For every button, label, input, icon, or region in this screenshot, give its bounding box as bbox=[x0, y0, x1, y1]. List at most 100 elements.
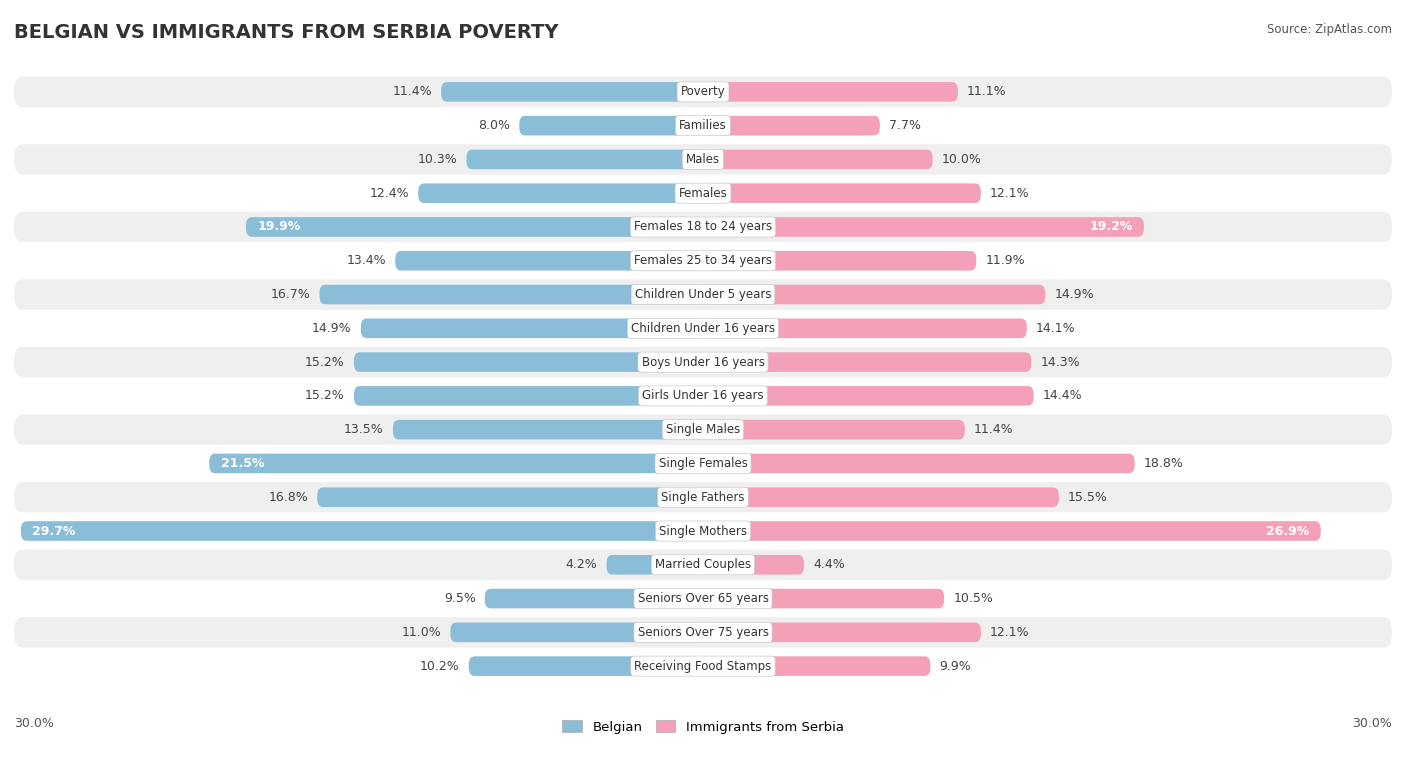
Text: 10.2%: 10.2% bbox=[420, 659, 460, 672]
FancyBboxPatch shape bbox=[703, 149, 932, 169]
Text: Children Under 16 years: Children Under 16 years bbox=[631, 322, 775, 335]
Text: 11.1%: 11.1% bbox=[967, 86, 1007, 99]
FancyBboxPatch shape bbox=[703, 251, 976, 271]
Text: 14.3%: 14.3% bbox=[1040, 356, 1080, 368]
FancyBboxPatch shape bbox=[14, 347, 1392, 377]
FancyBboxPatch shape bbox=[703, 420, 965, 440]
FancyBboxPatch shape bbox=[703, 285, 1045, 305]
FancyBboxPatch shape bbox=[361, 318, 703, 338]
FancyBboxPatch shape bbox=[519, 116, 703, 136]
FancyBboxPatch shape bbox=[485, 589, 703, 609]
Text: Seniors Over 75 years: Seniors Over 75 years bbox=[637, 626, 769, 639]
FancyBboxPatch shape bbox=[14, 584, 1392, 614]
FancyBboxPatch shape bbox=[392, 420, 703, 440]
FancyBboxPatch shape bbox=[14, 211, 1392, 243]
FancyBboxPatch shape bbox=[395, 251, 703, 271]
Text: 11.4%: 11.4% bbox=[974, 423, 1014, 436]
FancyBboxPatch shape bbox=[703, 487, 1059, 507]
Text: 18.8%: 18.8% bbox=[1144, 457, 1184, 470]
FancyBboxPatch shape bbox=[14, 280, 1392, 310]
Text: 10.0%: 10.0% bbox=[942, 153, 981, 166]
Text: 30.0%: 30.0% bbox=[1353, 717, 1392, 731]
FancyBboxPatch shape bbox=[318, 487, 703, 507]
Text: BELGIAN VS IMMIGRANTS FROM SERBIA POVERTY: BELGIAN VS IMMIGRANTS FROM SERBIA POVERT… bbox=[14, 23, 558, 42]
Text: 12.1%: 12.1% bbox=[990, 626, 1029, 639]
Text: 14.9%: 14.9% bbox=[1054, 288, 1094, 301]
Text: Children Under 5 years: Children Under 5 years bbox=[634, 288, 772, 301]
Text: Females 18 to 24 years: Females 18 to 24 years bbox=[634, 221, 772, 233]
FancyBboxPatch shape bbox=[14, 77, 1392, 107]
Text: 15.2%: 15.2% bbox=[305, 390, 344, 402]
FancyBboxPatch shape bbox=[14, 651, 1392, 681]
Text: Boys Under 16 years: Boys Under 16 years bbox=[641, 356, 765, 368]
Text: 9.9%: 9.9% bbox=[939, 659, 972, 672]
FancyBboxPatch shape bbox=[14, 246, 1392, 276]
FancyBboxPatch shape bbox=[14, 617, 1392, 647]
FancyBboxPatch shape bbox=[14, 381, 1392, 411]
FancyBboxPatch shape bbox=[703, 622, 981, 642]
Text: 13.4%: 13.4% bbox=[346, 254, 387, 268]
Text: 19.9%: 19.9% bbox=[257, 221, 301, 233]
FancyBboxPatch shape bbox=[703, 589, 945, 609]
FancyBboxPatch shape bbox=[209, 453, 703, 473]
Text: Girls Under 16 years: Girls Under 16 years bbox=[643, 390, 763, 402]
Text: Source: ZipAtlas.com: Source: ZipAtlas.com bbox=[1267, 23, 1392, 36]
Text: 11.0%: 11.0% bbox=[402, 626, 441, 639]
FancyBboxPatch shape bbox=[703, 453, 1135, 473]
FancyBboxPatch shape bbox=[703, 656, 931, 676]
FancyBboxPatch shape bbox=[14, 111, 1392, 141]
FancyBboxPatch shape bbox=[14, 313, 1392, 343]
Text: 19.2%: 19.2% bbox=[1090, 221, 1132, 233]
Text: 14.4%: 14.4% bbox=[1043, 390, 1083, 402]
Text: 13.5%: 13.5% bbox=[344, 423, 384, 436]
FancyBboxPatch shape bbox=[703, 555, 804, 575]
Text: Single Mothers: Single Mothers bbox=[659, 525, 747, 537]
Text: 30.0%: 30.0% bbox=[14, 717, 53, 731]
FancyBboxPatch shape bbox=[418, 183, 703, 203]
Text: Receiving Food Stamps: Receiving Food Stamps bbox=[634, 659, 772, 672]
Text: 7.7%: 7.7% bbox=[889, 119, 921, 132]
Text: Families: Families bbox=[679, 119, 727, 132]
FancyBboxPatch shape bbox=[450, 622, 703, 642]
FancyBboxPatch shape bbox=[354, 386, 703, 406]
FancyBboxPatch shape bbox=[703, 218, 1144, 236]
Text: Females: Females bbox=[679, 186, 727, 199]
FancyBboxPatch shape bbox=[467, 149, 703, 169]
Text: 29.7%: 29.7% bbox=[32, 525, 76, 537]
Text: 10.5%: 10.5% bbox=[953, 592, 993, 605]
FancyBboxPatch shape bbox=[14, 448, 1392, 478]
FancyBboxPatch shape bbox=[14, 482, 1392, 512]
FancyBboxPatch shape bbox=[319, 285, 703, 305]
Text: 21.5%: 21.5% bbox=[221, 457, 264, 470]
Text: 10.3%: 10.3% bbox=[418, 153, 457, 166]
FancyBboxPatch shape bbox=[606, 555, 703, 575]
Text: 8.0%: 8.0% bbox=[478, 119, 510, 132]
Text: Males: Males bbox=[686, 153, 720, 166]
Text: 26.9%: 26.9% bbox=[1265, 525, 1309, 537]
FancyBboxPatch shape bbox=[468, 656, 703, 676]
FancyBboxPatch shape bbox=[354, 352, 703, 372]
Text: Poverty: Poverty bbox=[681, 86, 725, 99]
FancyBboxPatch shape bbox=[703, 116, 880, 136]
Text: Single Females: Single Females bbox=[658, 457, 748, 470]
Text: 16.8%: 16.8% bbox=[269, 490, 308, 504]
FancyBboxPatch shape bbox=[14, 515, 1392, 547]
FancyBboxPatch shape bbox=[14, 415, 1392, 445]
FancyBboxPatch shape bbox=[246, 218, 703, 236]
Text: Seniors Over 65 years: Seniors Over 65 years bbox=[637, 592, 769, 605]
FancyBboxPatch shape bbox=[14, 178, 1392, 208]
Text: 15.5%: 15.5% bbox=[1069, 490, 1108, 504]
Text: Single Fathers: Single Fathers bbox=[661, 490, 745, 504]
FancyBboxPatch shape bbox=[14, 550, 1392, 580]
Text: 4.2%: 4.2% bbox=[565, 559, 598, 572]
FancyBboxPatch shape bbox=[703, 318, 1026, 338]
FancyBboxPatch shape bbox=[21, 522, 703, 540]
FancyBboxPatch shape bbox=[703, 82, 957, 102]
FancyBboxPatch shape bbox=[441, 82, 703, 102]
FancyBboxPatch shape bbox=[703, 522, 1320, 540]
Text: 4.4%: 4.4% bbox=[813, 559, 845, 572]
FancyBboxPatch shape bbox=[703, 352, 1032, 372]
FancyBboxPatch shape bbox=[14, 144, 1392, 174]
Text: 15.2%: 15.2% bbox=[305, 356, 344, 368]
Legend: Belgian, Immigrants from Serbia: Belgian, Immigrants from Serbia bbox=[557, 715, 849, 739]
